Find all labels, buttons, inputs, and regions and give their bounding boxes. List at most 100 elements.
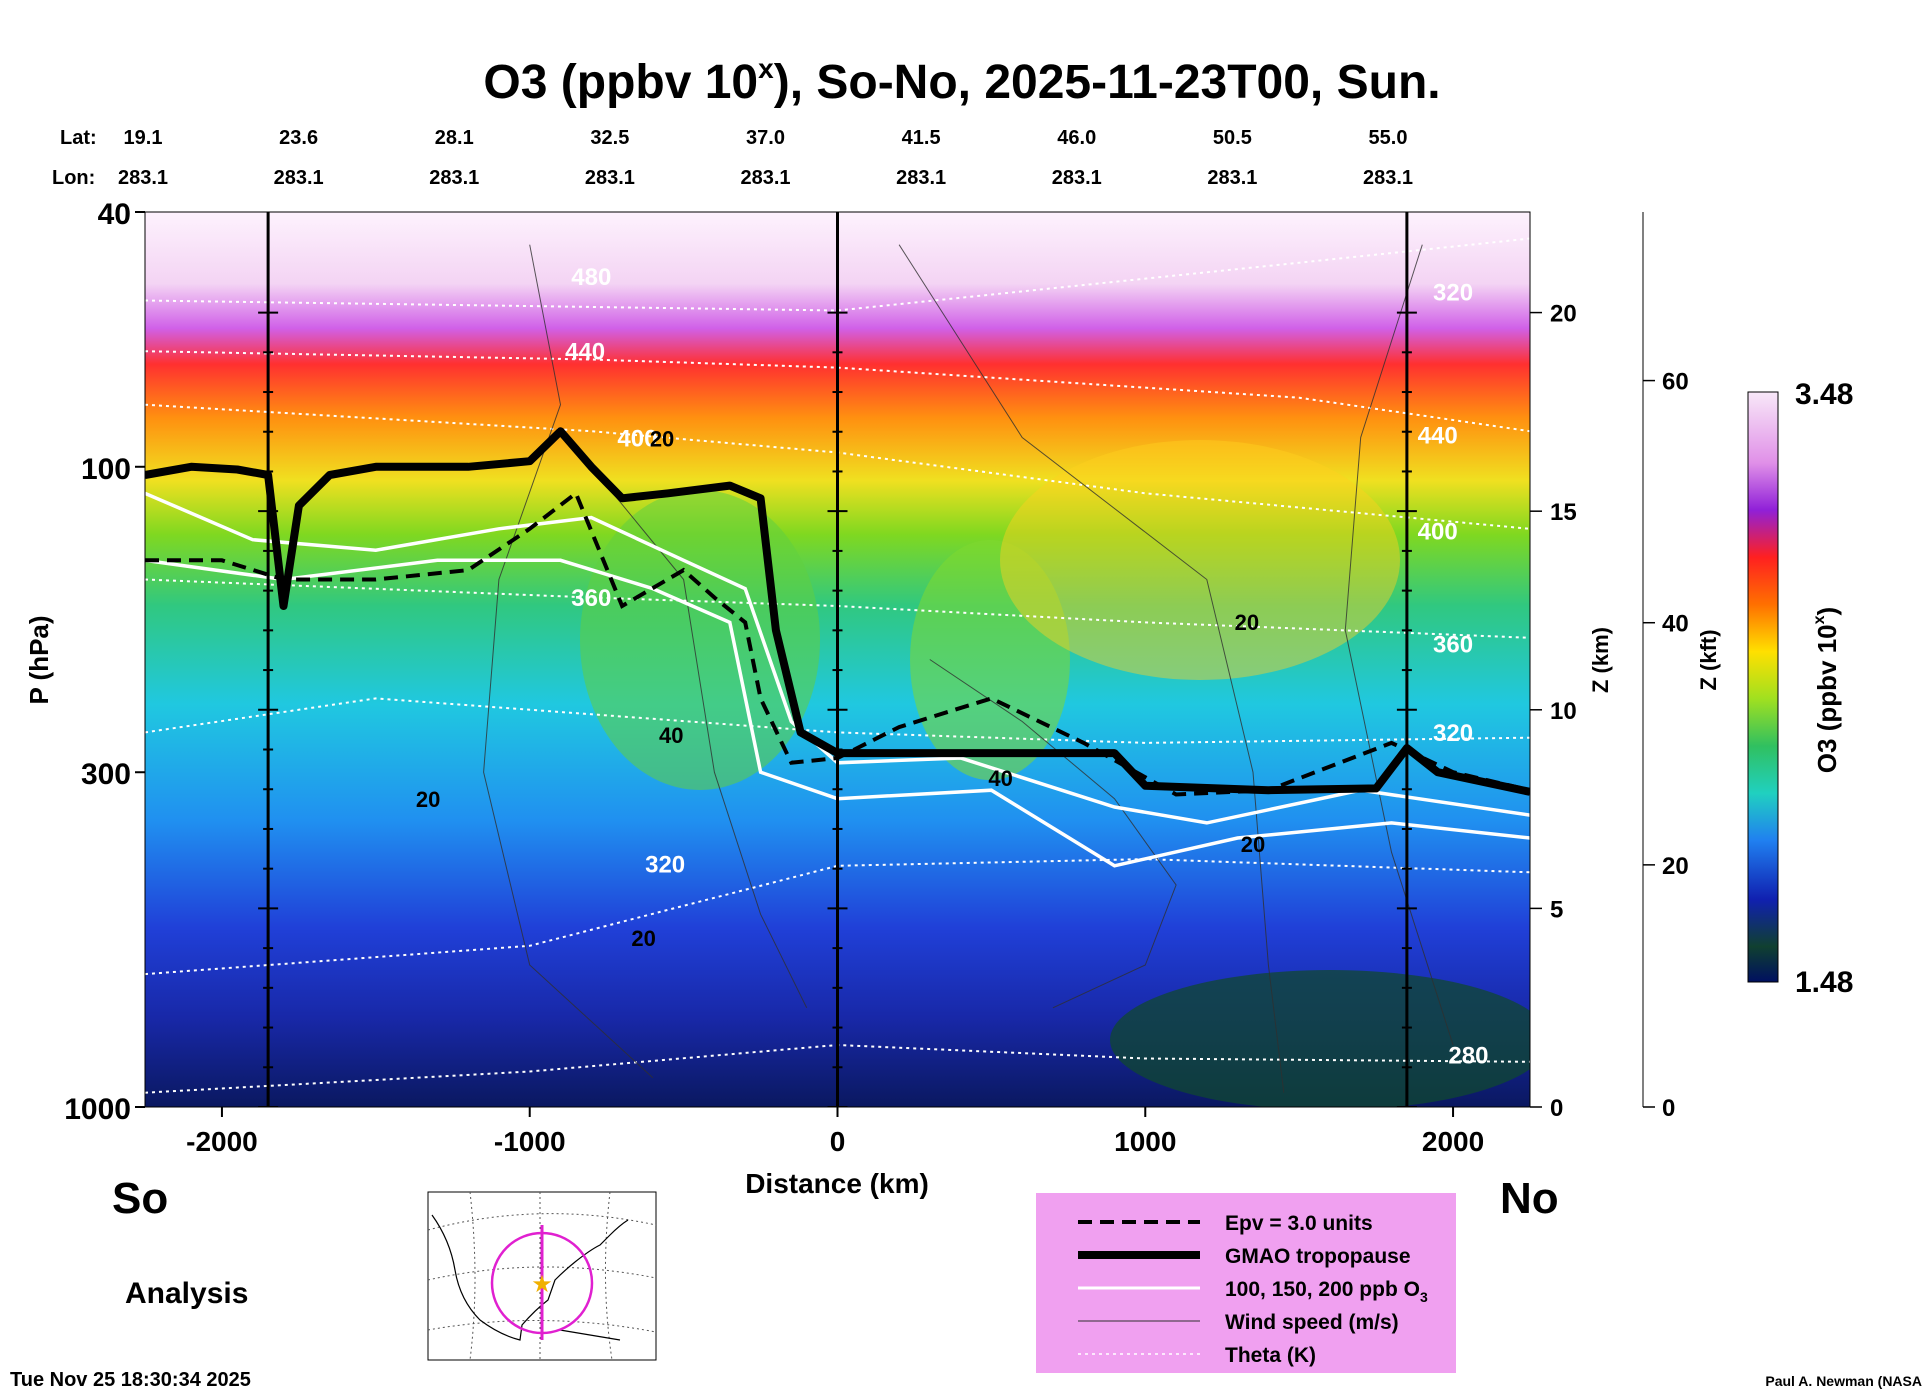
wind-speed-line bbox=[1344, 244, 1454, 1046]
colorbar bbox=[1747, 391, 1779, 983]
o3-contour-line bbox=[145, 558, 1530, 868]
theta-labels: 480 440 400 360 320 280 320 440 400 360 320 bbox=[565, 264, 1488, 1069]
dark-green-lower-north bbox=[1110, 970, 1530, 1107]
o3-white-contours bbox=[145, 491, 1530, 868]
wind-speed-line bbox=[483, 244, 654, 1079]
y-axis-label: P (hPa) bbox=[24, 615, 54, 704]
lat-value: 28.1 bbox=[435, 127, 474, 149]
theta-label: 320 bbox=[645, 851, 685, 878]
lon-label: Lon: bbox=[52, 167, 95, 189]
wind-label: 40 bbox=[659, 723, 683, 748]
north-label: No bbox=[1500, 1174, 1559, 1223]
colorbar-min: 1.48 bbox=[1795, 966, 1853, 999]
lon-value: 283.1 bbox=[1207, 167, 1257, 189]
vertical-section-lines bbox=[258, 212, 1417, 1107]
lon-value: 283.1 bbox=[585, 167, 635, 189]
theta-line-480 bbox=[145, 237, 1530, 312]
wind-speed-line bbox=[929, 659, 1177, 1009]
green-plume-south bbox=[580, 490, 820, 790]
x-tick-label: 2000 bbox=[1422, 1126, 1484, 1157]
theta-label: 400 bbox=[617, 426, 657, 453]
lon-value: 283.1 bbox=[896, 167, 946, 189]
legend-items: Epv = 3.0 units GMAO tropopause 100, 150, … bbox=[1078, 1212, 1428, 1367]
wind-speed-line bbox=[590, 466, 808, 1009]
green-plume-north bbox=[910, 540, 1070, 780]
lat-value: 55.0 bbox=[1369, 127, 1408, 149]
theta-label: 480 bbox=[571, 264, 611, 291]
lat-value: 19.1 bbox=[124, 127, 163, 149]
lon-value: 283.1 bbox=[1363, 167, 1413, 189]
y-tick-label: 1000 bbox=[64, 1093, 131, 1126]
theta-label: 360 bbox=[571, 585, 611, 612]
z-km-tick-label: 15 bbox=[1550, 499, 1577, 526]
wind-speed-contours bbox=[483, 244, 1454, 1093]
x-tick-label: -1000 bbox=[494, 1126, 566, 1157]
lat-value: 23.6 bbox=[279, 127, 318, 149]
z-kft-tick-label: 20 bbox=[1662, 853, 1689, 880]
wind-label: 20 bbox=[1235, 610, 1259, 635]
title-rest: ), So-No, 2025-11-23T00, Sun. bbox=[774, 56, 1441, 109]
inset-map-graticule bbox=[427, 1191, 657, 1361]
colorbar-label: O3 (ppbv 10x) bbox=[1811, 607, 1842, 773]
y-axis: 40 100 300 1000 bbox=[64, 198, 145, 1126]
z-kft-axis: 0 20 40 60 bbox=[1643, 369, 1689, 1122]
lat-value: 32.5 bbox=[590, 127, 629, 149]
theta-line-440 bbox=[145, 350, 1530, 433]
legend-label: Epv = 3.0 units bbox=[1225, 1212, 1373, 1235]
theta-line-320 bbox=[145, 697, 1530, 744]
z-km-tick-label: 20 bbox=[1550, 301, 1577, 328]
plot-field: 480 440 400 360 320 280 320 440 400 360 320 20 20 40… bbox=[145, 212, 1530, 1107]
y-tick-label: 40 bbox=[98, 198, 131, 231]
x-tick-label: 0 bbox=[830, 1126, 846, 1157]
theta-label: 360 bbox=[1433, 631, 1473, 658]
wind-label: 20 bbox=[631, 926, 655, 951]
legend-label: Wind speed (m/s) bbox=[1225, 1311, 1399, 1334]
lat-value: 46.0 bbox=[1057, 127, 1096, 149]
south-label: So bbox=[112, 1174, 168, 1223]
lat-value: 50.5 bbox=[1213, 127, 1252, 149]
z-kft-tick-label: 60 bbox=[1662, 369, 1689, 396]
z-km-axis: 0 5 10 15 20 bbox=[1530, 301, 1577, 1122]
credit: Paul A. Newman (NASA bbox=[1765, 1373, 1922, 1389]
z-kft-tick-label: 0 bbox=[1662, 1095, 1675, 1122]
y-tick-label: 100 bbox=[81, 453, 131, 486]
colorbar-label-main: O3 (ppbv 10 bbox=[1812, 624, 1842, 773]
theta-label: 280 bbox=[1448, 1042, 1488, 1069]
wind-label: 20 bbox=[650, 427, 674, 452]
legend-label: 100, 150, 200 ppb O3 bbox=[1225, 1278, 1428, 1305]
x-tick-label: -2000 bbox=[186, 1126, 258, 1157]
gmao-tropopause-line bbox=[145, 427, 1530, 796]
lon-value: 283.1 bbox=[274, 167, 324, 189]
lat-value: 41.5 bbox=[902, 127, 941, 149]
x-axis-label: Distance (km) bbox=[745, 1168, 929, 1199]
lat-label: Lat: bbox=[60, 127, 97, 149]
analysis-label: Analysis bbox=[125, 1277, 248, 1310]
z-kft-label: Z (kft) bbox=[1696, 629, 1721, 690]
wind-label: 20 bbox=[416, 787, 440, 812]
legend-label-sub: 3 bbox=[1420, 1289, 1428, 1305]
z-km-tick-label: 5 bbox=[1550, 896, 1563, 923]
colorbar-label-rest: ) bbox=[1812, 607, 1842, 616]
lon-value: 283.1 bbox=[740, 167, 790, 189]
theta-label: 440 bbox=[1418, 423, 1458, 450]
lon-value: 283.1 bbox=[429, 167, 479, 189]
legend-label: GMAO tropopause bbox=[1225, 1245, 1411, 1268]
x-axis: -2000 -1000 0 1000 2000 bbox=[186, 1107, 1484, 1157]
theta-label: 400 bbox=[1418, 519, 1458, 546]
wind-label: 20 bbox=[1241, 832, 1265, 857]
theta-label: 440 bbox=[565, 339, 605, 366]
lon-value: 283.1 bbox=[118, 167, 168, 189]
z-kft-tick-label: 40 bbox=[1662, 611, 1689, 638]
inset-map-coastline bbox=[431, 1214, 629, 1341]
o3-contour-line bbox=[145, 491, 1530, 825]
z-km-tick-label: 10 bbox=[1550, 698, 1577, 725]
wind-labels: 20 20 40 20 40 20 20 bbox=[416, 427, 1265, 951]
star-marker-icon: ★ bbox=[531, 1271, 553, 1298]
legend: Epv = 3.0 units GMAO tropopause 100, 150, … bbox=[1036, 1193, 1456, 1373]
inset-map: ★ bbox=[427, 1191, 657, 1361]
chart-title: O3 (ppbv 10x), So-No, 2025-11-23T00, Sun… bbox=[483, 53, 1440, 109]
y-tick-label: 300 bbox=[81, 758, 131, 791]
colorbar-max: 3.48 bbox=[1795, 378, 1853, 411]
wind-label: 40 bbox=[988, 766, 1012, 791]
